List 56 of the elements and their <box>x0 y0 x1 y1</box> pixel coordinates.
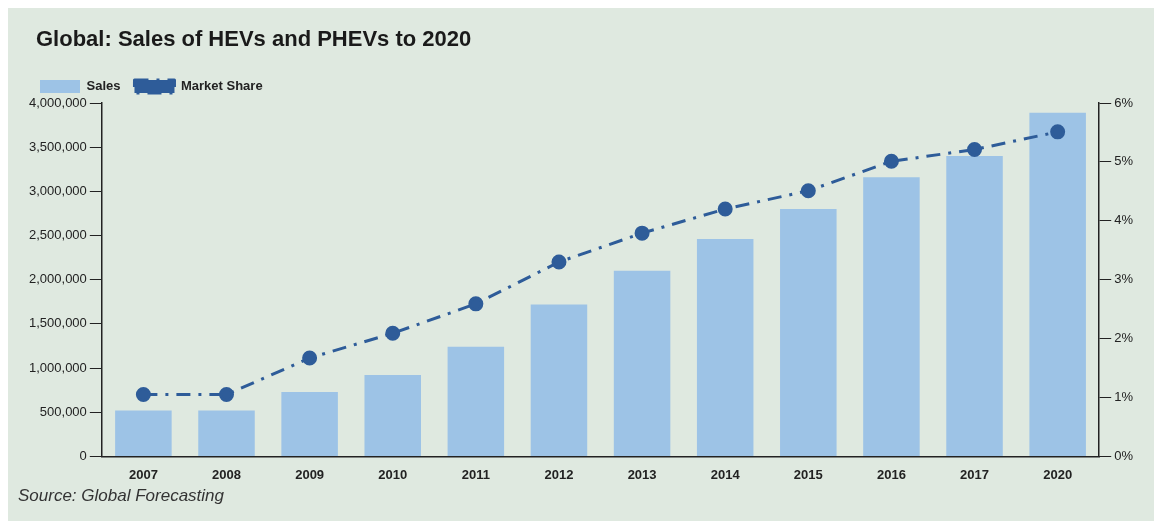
x-tick-label: 2007 <box>128 466 158 482</box>
point <box>551 254 567 270</box>
bar <box>613 270 671 456</box>
bar <box>946 156 1003 456</box>
chart-title: Global: Sales of HEVs and PHEVs to 2020 <box>35 25 473 53</box>
point <box>1050 124 1066 140</box>
x-tick-label: 2008 <box>212 466 241 482</box>
bar <box>364 375 421 456</box>
y-tick-label: 1,500,000 <box>28 315 87 331</box>
legend-label: Sales <box>86 78 121 94</box>
x-tick-label: 2012 <box>544 466 574 482</box>
x-tick-label: 2015 <box>793 466 823 482</box>
x-tick-label: 2013 <box>627 466 657 482</box>
x-tick-label: 2010 <box>378 466 408 482</box>
y-tick-label: 3,000,000 <box>28 182 87 198</box>
point <box>468 296 484 312</box>
point <box>135 387 151 403</box>
y2-tick-label: 2% <box>1114 330 1134 346</box>
point <box>967 142 983 158</box>
y-tick-label: 500,000 <box>39 403 87 419</box>
x-tick-label: 2009 <box>295 466 325 482</box>
x-tick-label: 2016 <box>876 466 906 482</box>
y2-tick-label: 0% <box>1114 447 1134 463</box>
bar <box>281 391 338 456</box>
y-tick-label: 2,000,000 <box>28 271 87 287</box>
bar <box>198 410 255 456</box>
y2-tick-label: 4% <box>1114 212 1134 228</box>
bar <box>447 346 505 456</box>
bar <box>696 239 754 456</box>
bar <box>863 177 920 456</box>
source-note: Source: Global Forecasting <box>17 486 225 506</box>
bar <box>115 410 172 456</box>
x-tick-label: 2014 <box>710 466 741 482</box>
y-tick-label: 2,500,000 <box>28 227 87 243</box>
y2-tick-label: 6% <box>1114 94 1134 110</box>
y-tick-label: 1,000,000 <box>28 359 87 375</box>
y2-tick-label: 5% <box>1114 153 1134 169</box>
point <box>302 350 318 366</box>
y2-tick-label: 1% <box>1114 389 1134 405</box>
point <box>385 325 401 341</box>
point <box>219 387 235 403</box>
x-tick-label: 2017 <box>960 466 989 482</box>
point <box>883 153 899 169</box>
bar <box>530 304 588 456</box>
legend-label: Market Share <box>180 78 263 94</box>
x-tick-label: 2020 <box>1043 466 1073 482</box>
y-tick-label: 0 <box>79 447 87 463</box>
y-tick-label: 3,500,000 <box>28 138 87 154</box>
point <box>800 183 816 199</box>
y-tick-label: 4,000,000 <box>28 94 87 110</box>
x-tick-label: 2011 <box>461 466 490 482</box>
point <box>717 201 733 217</box>
bar <box>1029 112 1086 456</box>
point <box>634 225 650 241</box>
bar <box>780 209 837 456</box>
y2-tick-label: 3% <box>1114 271 1134 287</box>
